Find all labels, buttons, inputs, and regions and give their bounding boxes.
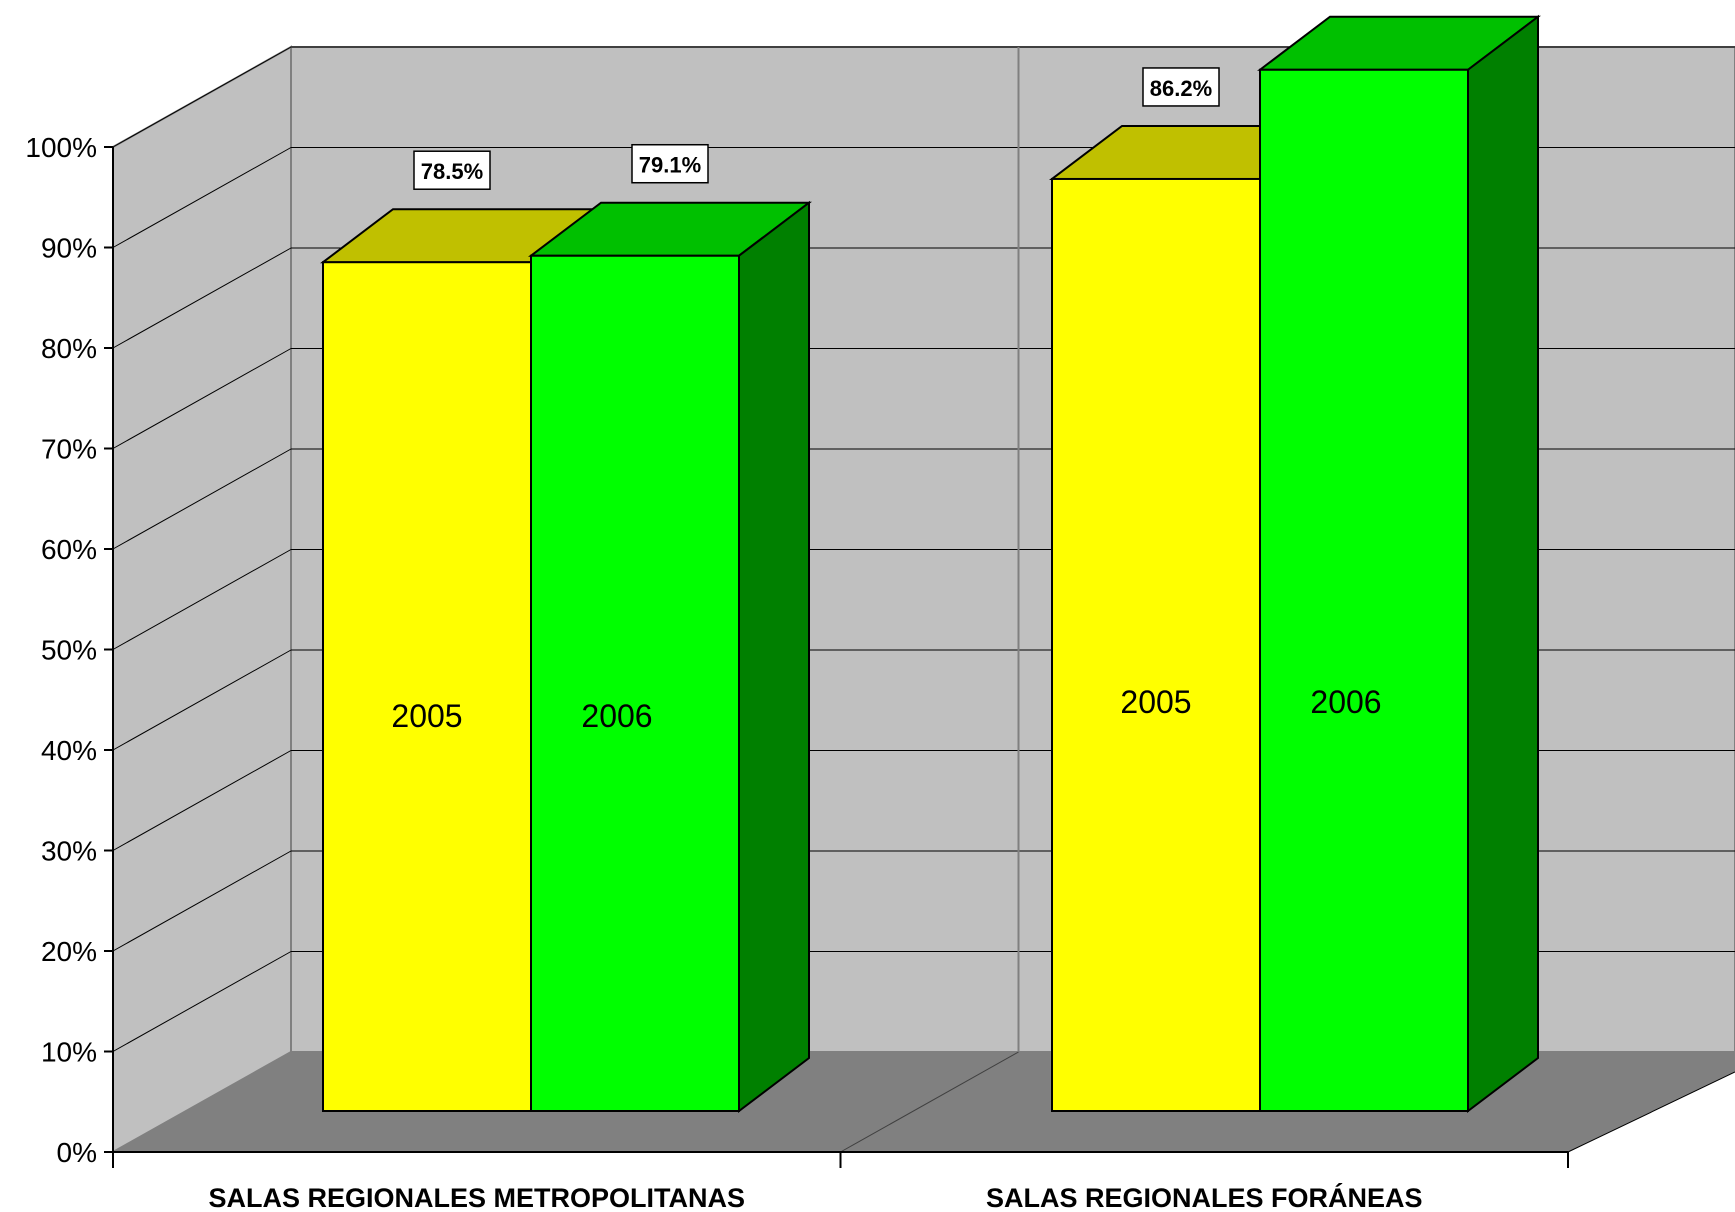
bar-2006 [528,200,812,1114]
bar-front-face [1051,177,1261,1112]
y-tick-label: 80% [41,333,97,364]
y-tick-label: 50% [41,635,97,666]
bar-series-label: 2006 [581,698,652,734]
gridline [112,850,292,952]
y-tick-label: 10% [41,1037,97,1068]
gridline [112,46,292,148]
y-tick-label: 40% [41,735,97,766]
y-tick-label: 100% [25,132,97,163]
y-tick-label: 90% [41,233,97,264]
axes: 0% 10% 20% 30% 40% 50% 60% 70% 80% 90% 100% SALAS R… [25,132,1569,1212]
gridline [112,649,292,751]
gridline [112,348,292,449]
bar-front-face [322,261,532,1112]
y-tick-label: 30% [41,836,97,867]
x-category-label: SALAS REGIONALES FORÁNEAS [986,1182,1423,1212]
bar-front-face [1259,68,1469,1113]
gridline [112,951,292,1052]
x-category-label: SALAS REGIONALES METROPOLITANAS [208,1183,745,1212]
gridline [112,448,292,550]
bar-2005 [320,208,604,1112]
bar-2006 [1257,14,1541,1114]
value-label: 78.5% [413,150,491,190]
value-label-text: 79.1% [639,153,701,178]
floor-edge [1567,1071,1735,1153]
gridline [112,750,292,851]
value-label: 79.1% [631,143,709,184]
bar-series-label: 2005 [391,698,462,734]
value-label-text: 86.2% [1150,76,1212,101]
bars [320,14,1541,1114]
y-tick-label: 20% [41,936,97,967]
y-tick-label: 70% [41,434,97,465]
bar-side-face [1467,14,1539,1114]
bar-side-face [738,200,810,1114]
gridline [112,247,292,349]
gridline [112,549,292,650]
bar-series-label: 2005 [1120,684,1191,720]
value-label-box [631,143,709,184]
value-label-box [1142,67,1220,107]
y-tick-label: 0% [57,1137,97,1168]
bar-front-face [530,254,740,1112]
y-tick-label: 60% [41,534,97,565]
floor-divider [840,1051,1019,1153]
gridline [112,147,292,248]
value-label-box [413,150,491,190]
value-label-text: 78.5% [421,159,483,184]
bar-series-label: 2006 [1310,684,1381,720]
value-label: 86.2% [1142,67,1220,107]
